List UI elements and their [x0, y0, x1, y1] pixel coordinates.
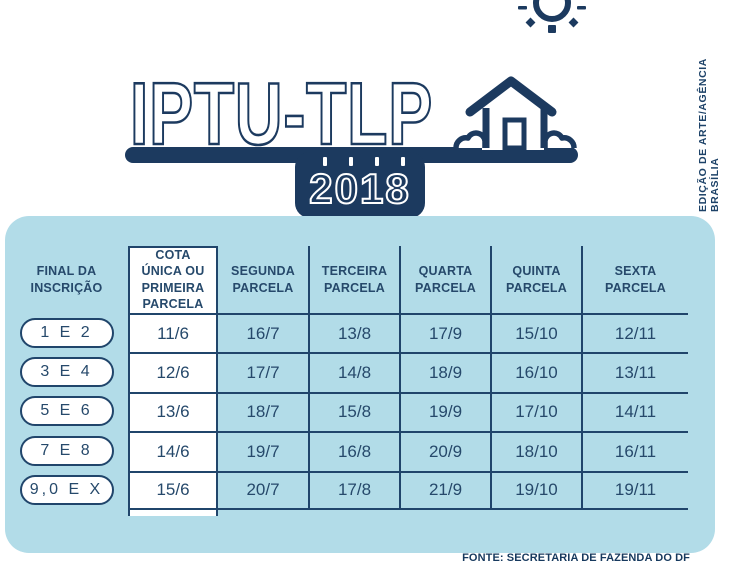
final-inscricao-pill: 9,0 E X: [19, 475, 114, 506]
final-inscricao-pill: 7 E 8: [19, 435, 114, 466]
date-cell: 16/7: [218, 313, 308, 352]
calendar-tick: [401, 157, 405, 166]
final-inscricao-pill: 5 E 6: [19, 396, 114, 427]
page-title: IPTU-TLP: [129, 64, 433, 163]
house-icon: [453, 76, 577, 151]
schedule-panel: FINAL DA INSCRIÇÃO COTA ÚNICA OU PRIMEIRA…: [5, 216, 715, 553]
date-cell: 18/9: [399, 352, 490, 392]
date-cell: 13/6: [128, 391, 218, 431]
date-cell: 17/9: [399, 313, 490, 353]
date-cell: 18/7: [218, 391, 308, 431]
date-cell: 13/11: [581, 352, 688, 392]
date-cell: 20/7: [218, 470, 308, 510]
calendar-tick: [323, 157, 327, 166]
date-cell: 17/7: [218, 352, 308, 391]
date-cell: 15/6: [128, 470, 218, 510]
calendar-tick: [349, 157, 353, 166]
date-cell: 15/8: [308, 391, 399, 432]
column-header-label: COTA ÚNICA OU PRIMEIRA PARCELA: [141, 248, 205, 311]
column-header-label: SEXTA PARCELA: [605, 264, 666, 295]
column-header-label: SEGUNDA PARCELA: [231, 264, 295, 295]
final-inscricao-pill: 1 E 2: [19, 317, 114, 348]
date-cell: 17/8: [308, 470, 399, 510]
calendar-ticks: [303, 157, 425, 166]
date-cell: 16/8: [308, 431, 399, 471]
column-header: TERCEIRA PARCELA: [308, 246, 399, 313]
date-cell: 13/8: [308, 313, 399, 353]
date-cell: 19/10: [490, 470, 581, 510]
date-cell: 20/9: [399, 431, 490, 471]
date-cell: 19/11: [581, 470, 688, 510]
column-header-label: TERCEIRA PARCELA: [321, 264, 388, 295]
year-badge: 2018: [295, 152, 425, 218]
date-cell: 21/9: [399, 470, 490, 510]
column-header: SEXTA PARCELA: [581, 246, 688, 313]
column-header: FINAL DA INSCRIÇÃO: [5, 246, 128, 313]
date-cell: 14/8: [308, 352, 399, 392]
column-header-label: QUARTA PARCELA: [415, 264, 476, 295]
calendar-tick: [375, 157, 379, 166]
row-label-cell: 3 E 4: [5, 352, 128, 391]
row-label-cell: 7 E 8: [5, 431, 128, 470]
row-label-cell: 1 E 2: [5, 313, 128, 352]
column-header-label: FINAL DA INSCRIÇÃO: [30, 264, 103, 295]
date-cell: 12/11: [581, 313, 688, 353]
column-header-label: QUINTA PARCELA: [506, 264, 567, 295]
date-cell: 19/9: [399, 391, 490, 432]
art-credit: EDIÇÃO DE ARTE/AGÊNCIA BRASÍLIA: [697, 58, 721, 212]
date-cell: 17/10: [490, 391, 581, 432]
date-cell: 16/11: [581, 431, 688, 471]
date-cell: 18/10: [490, 431, 581, 471]
year-label: 2018: [308, 164, 411, 213]
row-label-cell: 5 E 6: [5, 392, 128, 431]
column-header: QUINTA PARCELA: [490, 246, 581, 313]
date-cell: 11/6: [128, 313, 218, 352]
column-header: SEGUNDA PARCELA: [218, 246, 308, 313]
source-credit: FONTE: SECRETARIA DE FAZENDA DO DF: [462, 552, 690, 564]
final-inscricao-pill: 3 E 4: [19, 357, 114, 388]
row-label-cell: 9,0 E X: [5, 471, 128, 510]
date-cell: 15/10: [490, 313, 581, 353]
date-cell: 14/11: [581, 391, 688, 432]
schedule-grid: FINAL DA INSCRIÇÃO COTA ÚNICA OU PRIMEIRA…: [5, 246, 688, 510]
date-cell: 19/7: [218, 431, 308, 470]
column-header: COTA ÚNICA OU PRIMEIRA PARCELA: [128, 246, 218, 313]
column-header: QUARTA PARCELA: [399, 246, 490, 313]
date-cell: 14/6: [128, 431, 218, 470]
date-cell: 16/10: [490, 352, 581, 392]
sun-icon: [518, 0, 586, 33]
date-cell: 12/6: [128, 352, 218, 391]
